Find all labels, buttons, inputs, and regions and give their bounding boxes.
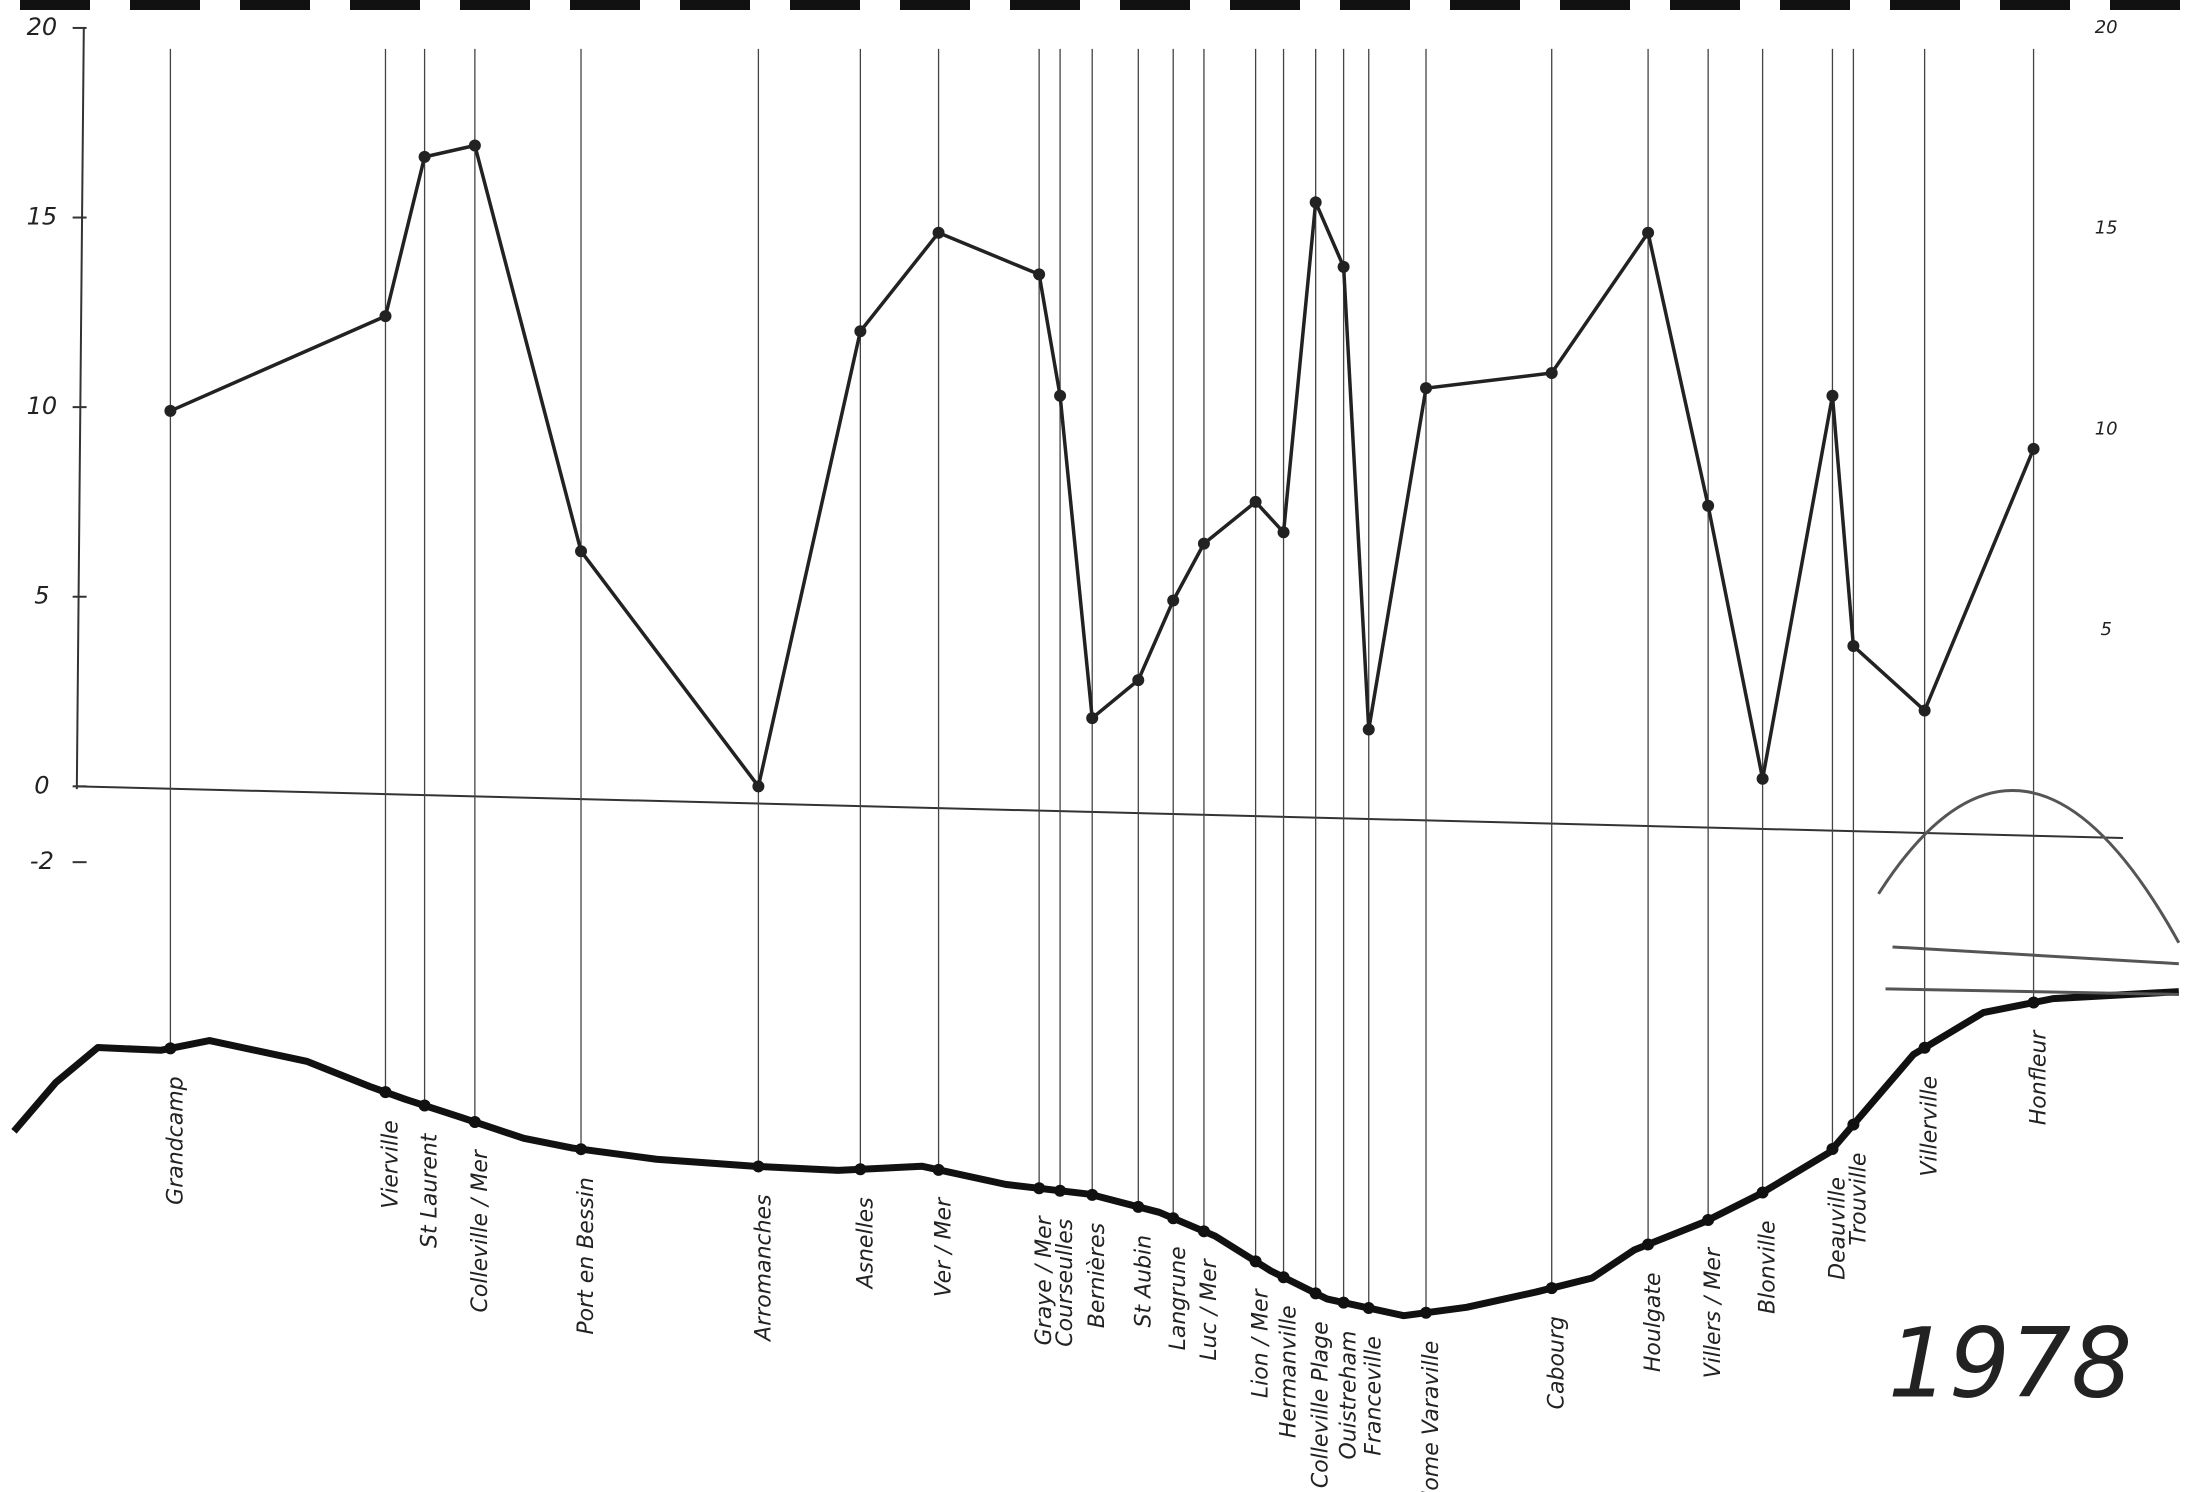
station-label: Cabourg: [1545, 1316, 1570, 1409]
station-label: Courseulles: [1053, 1219, 1078, 1347]
border-dash: [130, 0, 200, 10]
data-point: [1363, 723, 1375, 735]
station-label: Colleville / Mer: [468, 1148, 493, 1312]
station-label: Franceville: [1362, 1336, 1387, 1456]
border-dash: [20, 0, 90, 10]
border-dash: [680, 0, 750, 10]
dashed-border: [20, 0, 2180, 10]
station-label: Blonville: [1756, 1220, 1781, 1314]
station-label: Bernières: [1085, 1223, 1110, 1328]
y2-tick-label: 5: [2100, 619, 2111, 640]
y-tick-label: 20: [27, 13, 58, 41]
station-label: Ver / Mer: [932, 1196, 957, 1297]
data-point: [752, 780, 764, 792]
y-tick-label: 10: [27, 392, 58, 420]
border-dash: [1560, 0, 1630, 10]
y-tick-label: 0: [34, 771, 49, 799]
border-dash: [1780, 0, 1850, 10]
data-line: [170, 145, 2033, 786]
data-point: [2028, 443, 2040, 455]
station-label: Houlgate: [1641, 1272, 1666, 1372]
data-point: [1310, 196, 1322, 208]
station-label: Vierville: [378, 1120, 403, 1209]
data-point: [1642, 227, 1654, 239]
y2-tick-label: 10: [2095, 418, 2118, 439]
station-label: St Laurent: [418, 1132, 443, 1248]
border-dash: [2000, 0, 2070, 10]
y-tick-label: 5: [34, 582, 49, 610]
estuary: [1879, 790, 2179, 994]
chart: 1978 -2 0 5 10 15 20 5 10 15 20 Grandcamp Vierville…: [0, 0, 2190, 1492]
data-point: [419, 151, 431, 163]
border-dash: [240, 0, 310, 10]
data-point: [1826, 390, 1838, 402]
border-dash: [1890, 0, 1960, 10]
data-point: [575, 545, 587, 557]
data-point: [1250, 496, 1262, 508]
border-dash: [2110, 0, 2180, 10]
station-label: Hermanville: [1277, 1305, 1302, 1438]
data-point: [854, 325, 866, 337]
page: {"chart_data": {"type": "line", "annotat…: [0, 0, 2190, 1492]
station-label: St Aubin: [1131, 1235, 1156, 1328]
border-dash: [1010, 0, 1080, 10]
border-dash: [1230, 0, 1300, 10]
data-point: [1132, 674, 1144, 686]
border-dash: [790, 0, 860, 10]
station-label: Le Home Varaville: [1419, 1341, 1444, 1492]
data-point: [1546, 367, 1558, 379]
y2-tick-label: 15: [2095, 218, 2118, 239]
y2-tick-label: 20: [2095, 17, 2118, 38]
data-point: [933, 227, 945, 239]
station-label: Honfleur: [2027, 1029, 2052, 1126]
border-dash: [350, 0, 420, 10]
station-label: Port en Bessin: [574, 1177, 599, 1334]
station-label: Langrune: [1166, 1246, 1191, 1350]
border-dash: [570, 0, 640, 10]
y-axis: [77, 28, 84, 789]
station-label: Colleville Plage: [1309, 1321, 1334, 1488]
station-label: Arromanches: [751, 1194, 776, 1343]
station-label: Trouville: [1846, 1153, 1871, 1246]
border-dash: [1670, 0, 1740, 10]
station-label: Villers / Mer: [1701, 1246, 1726, 1378]
border-dash: [900, 0, 970, 10]
data-point: [379, 310, 391, 322]
data-point: [1757, 773, 1769, 785]
station-label: Ouistreham: [1337, 1331, 1362, 1460]
data-point: [1198, 538, 1210, 550]
border-dash: [1340, 0, 1410, 10]
border-dash: [1120, 0, 1190, 10]
data-point: [1847, 640, 1859, 652]
data-point: [164, 405, 176, 417]
border-dash: [1450, 0, 1520, 10]
data-point: [1086, 712, 1098, 724]
data-point: [1033, 268, 1045, 280]
data-point: [1420, 382, 1432, 394]
data-point: [469, 139, 481, 151]
year-annotation: 1978: [1888, 1307, 2132, 1419]
data-point: [1702, 500, 1714, 512]
data-point: [1167, 595, 1179, 607]
zero-line: [77, 786, 2123, 838]
data-point: [1054, 390, 1066, 402]
y-tick-label: 15: [27, 203, 58, 231]
data-point: [1278, 526, 1290, 538]
data-point: [1338, 261, 1350, 273]
data-point: [1919, 704, 1931, 716]
station-label: Grandcamp: [163, 1076, 188, 1204]
y-tick-label: -2: [30, 847, 54, 875]
station-label: Luc / Mer: [1197, 1257, 1222, 1360]
station-label: Villerville: [1918, 1076, 1943, 1177]
station-label: Asnelles: [853, 1197, 878, 1290]
station-label: Lion / Mer: [1249, 1287, 1274, 1398]
border-dash: [460, 0, 530, 10]
